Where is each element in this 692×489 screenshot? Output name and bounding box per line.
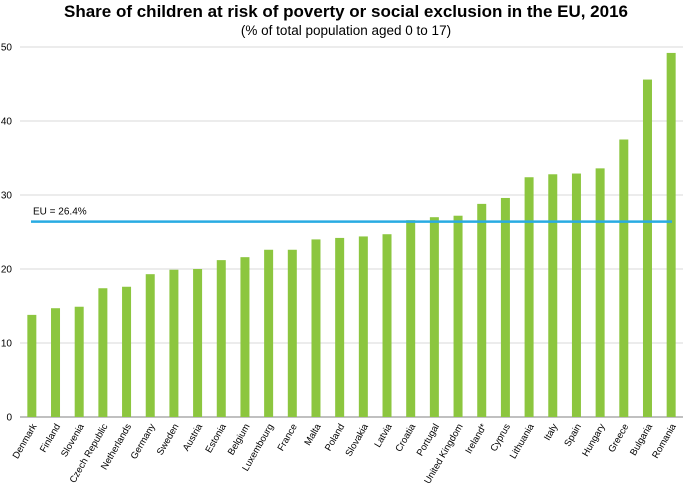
x-tick-label: Cyprus [488, 422, 513, 454]
y-tick-label: 40 [1, 117, 13, 128]
x-tick-label: Estonia [203, 421, 229, 455]
gridlines [20, 46, 683, 418]
bar [216, 260, 226, 417]
x-tick-label: Sweden [155, 422, 182, 457]
x-tick-label: Croatia [393, 421, 418, 454]
bar [595, 168, 605, 417]
x-tick-label: Italy [542, 422, 560, 443]
bar [145, 274, 155, 417]
y-tick-label: 0 [6, 413, 12, 424]
x-tick-label: Malta [302, 421, 323, 447]
x-tick-label: Latvia [372, 421, 395, 449]
x-tick-label: Poland [323, 422, 347, 453]
bar [27, 314, 37, 417]
bar [169, 269, 179, 417]
bar [429, 217, 439, 417]
x-tick-label: France [276, 422, 300, 453]
bar [524, 177, 534, 417]
bar [619, 139, 629, 417]
y-tick-label: 10 [1, 339, 13, 350]
bar [335, 237, 345, 417]
bar [193, 269, 203, 417]
x-tick-label: Denmark [11, 422, 40, 461]
bar [122, 286, 132, 417]
bar [358, 236, 368, 417]
y-tick-label: 20 [1, 265, 13, 276]
bar [382, 234, 392, 417]
bar [98, 288, 108, 417]
bar [500, 197, 510, 417]
y-tick-label: 50 [1, 43, 13, 54]
x-tick-label: Ireland* [463, 422, 489, 456]
bar [571, 173, 581, 417]
bar [311, 239, 321, 417]
bars [27, 52, 676, 418]
chart-title: Share of children at risk of poverty or … [63, 2, 628, 21]
bar [240, 257, 250, 417]
bar [264, 249, 274, 417]
bar [477, 203, 487, 417]
chart-subtitle: (% of total population aged 0 to 17) [240, 23, 452, 38]
eu-average-label: EU = 26.4% [33, 207, 87, 218]
eu-average-reference: EU = 26.4% [31, 207, 672, 223]
bar [666, 52, 676, 418]
x-tick-label: Slovakia [343, 421, 371, 458]
y-tick-label: 30 [1, 191, 13, 202]
bar [642, 79, 652, 417]
bar [453, 215, 463, 417]
x-tick-label: Greece [606, 422, 631, 454]
x-tick-label: Finland [38, 422, 63, 454]
x-tick-label: Austria [181, 421, 206, 453]
y-axis-ticks: 0 10 20 30 40 50 [1, 43, 13, 424]
bar [74, 306, 84, 417]
x-tick-label: Hungary [580, 422, 608, 459]
bar [548, 174, 558, 417]
bar [287, 249, 297, 417]
bar [406, 220, 416, 417]
bar [51, 308, 61, 417]
x-tick-label: Spain [562, 422, 584, 449]
